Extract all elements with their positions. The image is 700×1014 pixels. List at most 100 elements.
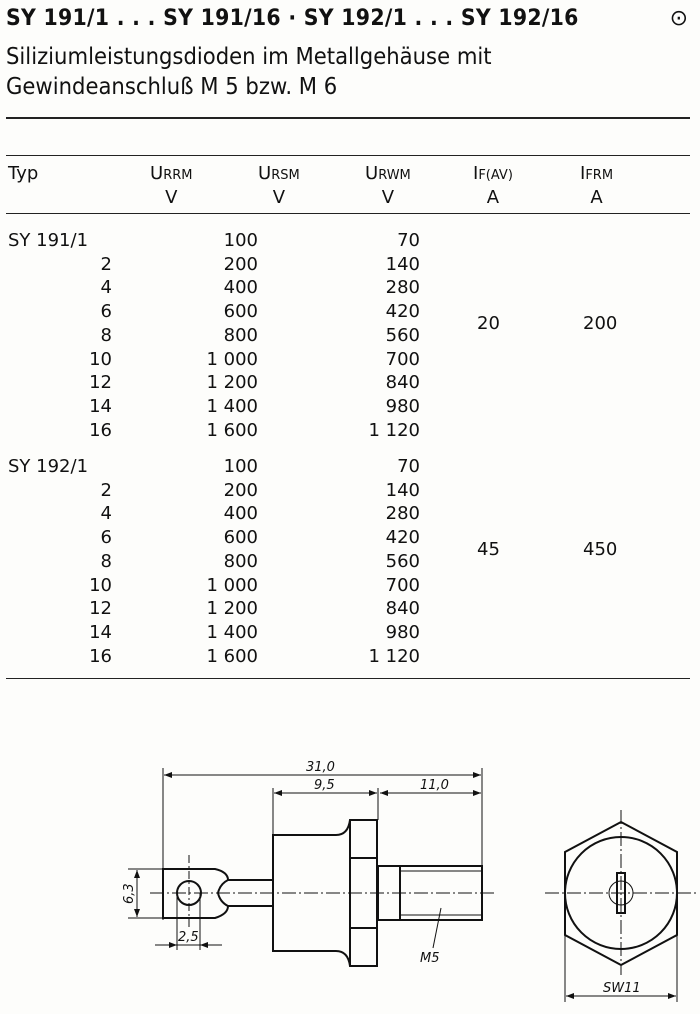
cell-urwm: 700 bbox=[385, 348, 420, 370]
table-row: 10 1 000 700 bbox=[0, 575, 700, 597]
cell-urrm: 100 bbox=[223, 456, 258, 477]
cell-urwm: 140 bbox=[385, 479, 420, 501]
cell-urwm: 280 bbox=[385, 503, 420, 525]
cell-urwm: 280 bbox=[385, 277, 420, 299]
divider bbox=[6, 213, 690, 214]
cell-typ: 12 bbox=[89, 598, 112, 620]
cell-ifrm: 450 bbox=[583, 538, 618, 560]
cell-typ: SY 191/1 bbox=[8, 230, 89, 251]
table-row: 14 1 400 980 bbox=[0, 396, 700, 418]
cell-urrm: 800 bbox=[223, 550, 258, 572]
cell-typ: SY 192/1 bbox=[8, 456, 89, 477]
table-row: 2 200 140 bbox=[0, 480, 700, 502]
table-row: 8 800 560 bbox=[0, 551, 700, 573]
cell-typ: 2 bbox=[100, 479, 112, 501]
divider bbox=[6, 117, 690, 119]
table-row: 8 800 560 bbox=[0, 325, 700, 347]
cell-typ: 2 bbox=[100, 253, 112, 275]
table-row: 12 1 200 840 bbox=[0, 598, 700, 620]
dim-body-label: 9,5 bbox=[314, 778, 335, 793]
cell-urwm: 1 120 bbox=[368, 645, 420, 667]
cell-typ: 14 bbox=[89, 395, 112, 417]
column-subscript: FRM bbox=[585, 168, 614, 183]
cell-urwm: 560 bbox=[385, 550, 420, 572]
cell-urrm: 600 bbox=[223, 301, 258, 323]
divider bbox=[6, 155, 690, 156]
cell-if-av: 45 bbox=[477, 538, 500, 560]
cell-urrm: 1 000 bbox=[206, 348, 258, 370]
column-subscript: F(AV) bbox=[478, 168, 513, 183]
cell-typ: 12 bbox=[89, 372, 112, 394]
dim-lug-height-label: 6,3 bbox=[122, 883, 137, 904]
column-symbol: U bbox=[258, 163, 272, 184]
table-row: 4 400 280 bbox=[0, 277, 700, 299]
page-title: SY 191/1 . . . SY 191/16 · SY 192/1 . . … bbox=[6, 6, 579, 31]
cell-urwm: 70 bbox=[397, 456, 420, 477]
column-header: Typ bbox=[8, 163, 38, 185]
cell-urrm: 1 000 bbox=[206, 574, 258, 596]
table-row: SY 191/1 100 70 bbox=[0, 230, 700, 252]
table-row: 14 1 400 980 bbox=[0, 622, 700, 644]
cell-urrm: 400 bbox=[223, 503, 258, 525]
table-row: 2 200 140 bbox=[0, 254, 700, 276]
cell-typ: 10 bbox=[89, 574, 112, 596]
table-row: 6 600 420 bbox=[0, 527, 700, 549]
cell-urrm: 200 bbox=[223, 479, 258, 501]
table-row: SY 192/1 100 70 bbox=[0, 456, 700, 478]
cell-typ: 6 bbox=[100, 301, 112, 323]
cell-urrm: 100 bbox=[223, 230, 258, 251]
table-row: 16 1 600 1 120 bbox=[0, 646, 700, 668]
cell-urwm: 420 bbox=[385, 527, 420, 549]
cell-urwm: 1 120 bbox=[368, 419, 420, 441]
cell-urwm: 700 bbox=[385, 574, 420, 596]
subtitle-line-1: Siliziumleistungsdioden im Metallgehäuse… bbox=[6, 44, 492, 70]
dim-total-label: 31,0 bbox=[306, 760, 335, 775]
wrench-size-label: SW11 bbox=[603, 981, 641, 996]
divider bbox=[6, 678, 690, 679]
column-header: URWM V bbox=[365, 163, 411, 209]
column-header: URRM V bbox=[150, 163, 192, 209]
thread-label: M5 bbox=[420, 951, 440, 966]
cell-urrm: 400 bbox=[223, 277, 258, 299]
cell-urrm: 1 600 bbox=[206, 645, 258, 667]
table-row: 12 1 200 840 bbox=[0, 372, 700, 394]
cell-urwm: 560 bbox=[385, 324, 420, 346]
column-header: IFRM A bbox=[580, 163, 613, 209]
column-symbol: I bbox=[580, 163, 586, 184]
cell-urwm: 70 bbox=[397, 230, 420, 251]
column-header: URSM V bbox=[258, 163, 300, 209]
cell-urrm: 1 600 bbox=[206, 419, 258, 441]
cell-typ: 8 bbox=[100, 550, 112, 572]
cell-ifrm: 200 bbox=[583, 312, 618, 334]
cell-urwm: 140 bbox=[385, 253, 420, 275]
dim-hole-label: 2,5 bbox=[178, 930, 199, 945]
cell-urwm: 840 bbox=[385, 598, 420, 620]
subtitle-line-2: Gewindeanschluß M 5 bzw. M 6 bbox=[6, 74, 338, 100]
cell-typ: 14 bbox=[89, 621, 112, 643]
cell-urrm: 1 200 bbox=[206, 372, 258, 394]
column-symbol: I bbox=[473, 163, 479, 184]
cell-urrm: 600 bbox=[223, 527, 258, 549]
table-row: 16 1 600 1 120 bbox=[0, 420, 700, 442]
cell-typ: 6 bbox=[100, 527, 112, 549]
column-symbol: U bbox=[365, 163, 379, 184]
column-unit: A bbox=[590, 187, 603, 208]
column-unit: V bbox=[272, 187, 286, 208]
column-unit: V bbox=[165, 187, 178, 208]
table-row: 10 1 000 700 bbox=[0, 349, 700, 371]
dim-thread-label: 11,0 bbox=[420, 778, 449, 793]
cell-urrm: 200 bbox=[223, 253, 258, 275]
cell-typ: 16 bbox=[89, 419, 112, 441]
cell-urrm: 800 bbox=[223, 324, 258, 346]
cell-typ: 8 bbox=[100, 324, 112, 346]
cell-if-av: 20 bbox=[477, 312, 500, 334]
column-subscript: RSM bbox=[271, 168, 300, 183]
cell-typ: 16 bbox=[89, 645, 112, 667]
cell-urwm: 980 bbox=[385, 621, 420, 643]
cell-urwm: 980 bbox=[385, 395, 420, 417]
column-unit: V bbox=[381, 187, 395, 208]
cell-urrm: 1 400 bbox=[206, 621, 258, 643]
column-subscript: RWM bbox=[378, 168, 411, 183]
